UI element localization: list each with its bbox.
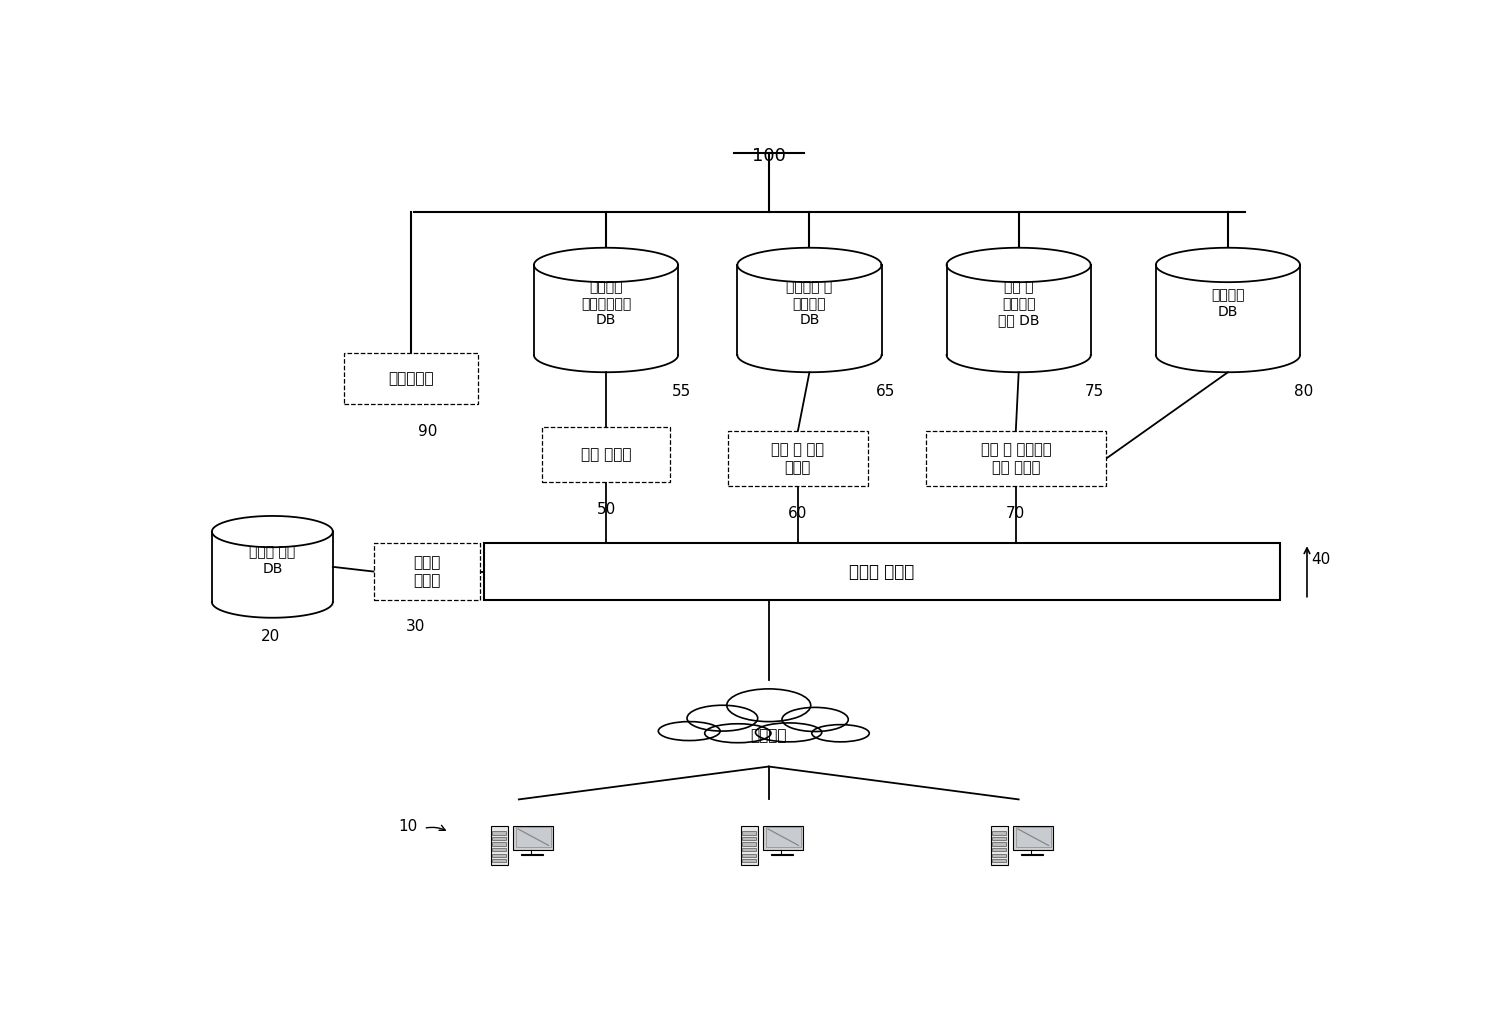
Text: 데이터 입력부: 데이터 입력부 bbox=[849, 562, 915, 581]
Ellipse shape bbox=[211, 516, 333, 547]
FancyBboxPatch shape bbox=[345, 353, 478, 404]
FancyBboxPatch shape bbox=[764, 826, 804, 850]
Text: 사용자 정보
DB: 사용자 정보 DB bbox=[249, 545, 296, 576]
Text: 비용 및 기간
추정부: 비용 및 기간 추정부 bbox=[771, 442, 825, 475]
Text: 80: 80 bbox=[1294, 384, 1314, 399]
Ellipse shape bbox=[1156, 248, 1300, 282]
FancyBboxPatch shape bbox=[492, 837, 507, 840]
FancyBboxPatch shape bbox=[992, 837, 1006, 840]
FancyBboxPatch shape bbox=[992, 826, 1008, 865]
Text: 30: 30 bbox=[405, 619, 424, 635]
FancyBboxPatch shape bbox=[1013, 826, 1053, 850]
Text: 공법선정
의사결정규칙
DB: 공법선정 의사결정규칙 DB bbox=[580, 281, 632, 326]
FancyBboxPatch shape bbox=[490, 826, 507, 865]
Text: 90: 90 bbox=[419, 423, 438, 438]
Text: 공법 선정부: 공법 선정부 bbox=[580, 447, 632, 463]
Polygon shape bbox=[946, 265, 1090, 355]
FancyBboxPatch shape bbox=[1022, 854, 1042, 855]
Ellipse shape bbox=[738, 248, 882, 282]
Text: 75: 75 bbox=[1084, 384, 1104, 399]
FancyBboxPatch shape bbox=[765, 828, 801, 847]
FancyBboxPatch shape bbox=[492, 848, 507, 851]
Ellipse shape bbox=[812, 725, 868, 741]
FancyBboxPatch shape bbox=[742, 853, 756, 856]
FancyBboxPatch shape bbox=[492, 842, 507, 845]
Text: 시공 및 유지관리
정보 제공부: 시공 및 유지관리 정보 제공부 bbox=[981, 442, 1052, 475]
FancyBboxPatch shape bbox=[516, 828, 550, 847]
FancyBboxPatch shape bbox=[926, 431, 1106, 486]
FancyBboxPatch shape bbox=[992, 859, 1006, 862]
FancyBboxPatch shape bbox=[484, 543, 1280, 600]
Text: 55: 55 bbox=[672, 384, 692, 399]
Text: 사용자
인증부: 사용자 인증부 bbox=[414, 555, 441, 588]
FancyBboxPatch shape bbox=[742, 859, 756, 862]
FancyBboxPatch shape bbox=[1016, 828, 1052, 847]
Ellipse shape bbox=[946, 248, 1090, 282]
Text: 시공 및
유지관리
정보 DB: 시공 및 유지관리 정보 DB bbox=[998, 281, 1039, 326]
Text: 65: 65 bbox=[876, 384, 896, 399]
Text: 파일저장
DB: 파일저장 DB bbox=[1210, 289, 1245, 318]
FancyBboxPatch shape bbox=[728, 431, 867, 486]
Ellipse shape bbox=[687, 705, 758, 731]
FancyBboxPatch shape bbox=[492, 853, 507, 856]
Text: 내역단가 및
작업시간
DB: 내역단가 및 작업시간 DB bbox=[786, 281, 832, 326]
Polygon shape bbox=[534, 265, 678, 355]
Text: 20: 20 bbox=[261, 630, 280, 645]
FancyBboxPatch shape bbox=[742, 848, 756, 851]
FancyBboxPatch shape bbox=[513, 826, 554, 850]
FancyBboxPatch shape bbox=[741, 826, 758, 865]
FancyBboxPatch shape bbox=[492, 859, 507, 862]
Text: 70: 70 bbox=[1007, 505, 1026, 521]
FancyBboxPatch shape bbox=[374, 543, 480, 600]
FancyBboxPatch shape bbox=[992, 842, 1006, 845]
FancyBboxPatch shape bbox=[492, 832, 507, 835]
Polygon shape bbox=[211, 532, 333, 602]
Text: 60: 60 bbox=[788, 505, 807, 521]
FancyBboxPatch shape bbox=[771, 854, 794, 855]
FancyBboxPatch shape bbox=[992, 832, 1006, 835]
FancyBboxPatch shape bbox=[992, 848, 1006, 851]
Ellipse shape bbox=[658, 722, 720, 740]
Polygon shape bbox=[1156, 265, 1300, 355]
FancyBboxPatch shape bbox=[742, 832, 756, 835]
Text: 40: 40 bbox=[1311, 552, 1330, 567]
Text: 네트워크: 네트워크 bbox=[750, 728, 788, 742]
Ellipse shape bbox=[728, 689, 810, 722]
Ellipse shape bbox=[705, 724, 771, 742]
Ellipse shape bbox=[782, 708, 849, 731]
Text: 50: 50 bbox=[597, 501, 615, 517]
Ellipse shape bbox=[534, 248, 678, 282]
Polygon shape bbox=[738, 265, 882, 355]
Text: 100: 100 bbox=[752, 147, 786, 165]
FancyBboxPatch shape bbox=[522, 854, 543, 855]
FancyBboxPatch shape bbox=[742, 842, 756, 845]
FancyBboxPatch shape bbox=[742, 837, 756, 840]
FancyBboxPatch shape bbox=[992, 853, 1006, 856]
FancyBboxPatch shape bbox=[542, 427, 670, 482]
Text: 업데이트부: 업데이트부 bbox=[388, 371, 433, 386]
Ellipse shape bbox=[756, 723, 822, 741]
Text: 10: 10 bbox=[399, 820, 418, 834]
